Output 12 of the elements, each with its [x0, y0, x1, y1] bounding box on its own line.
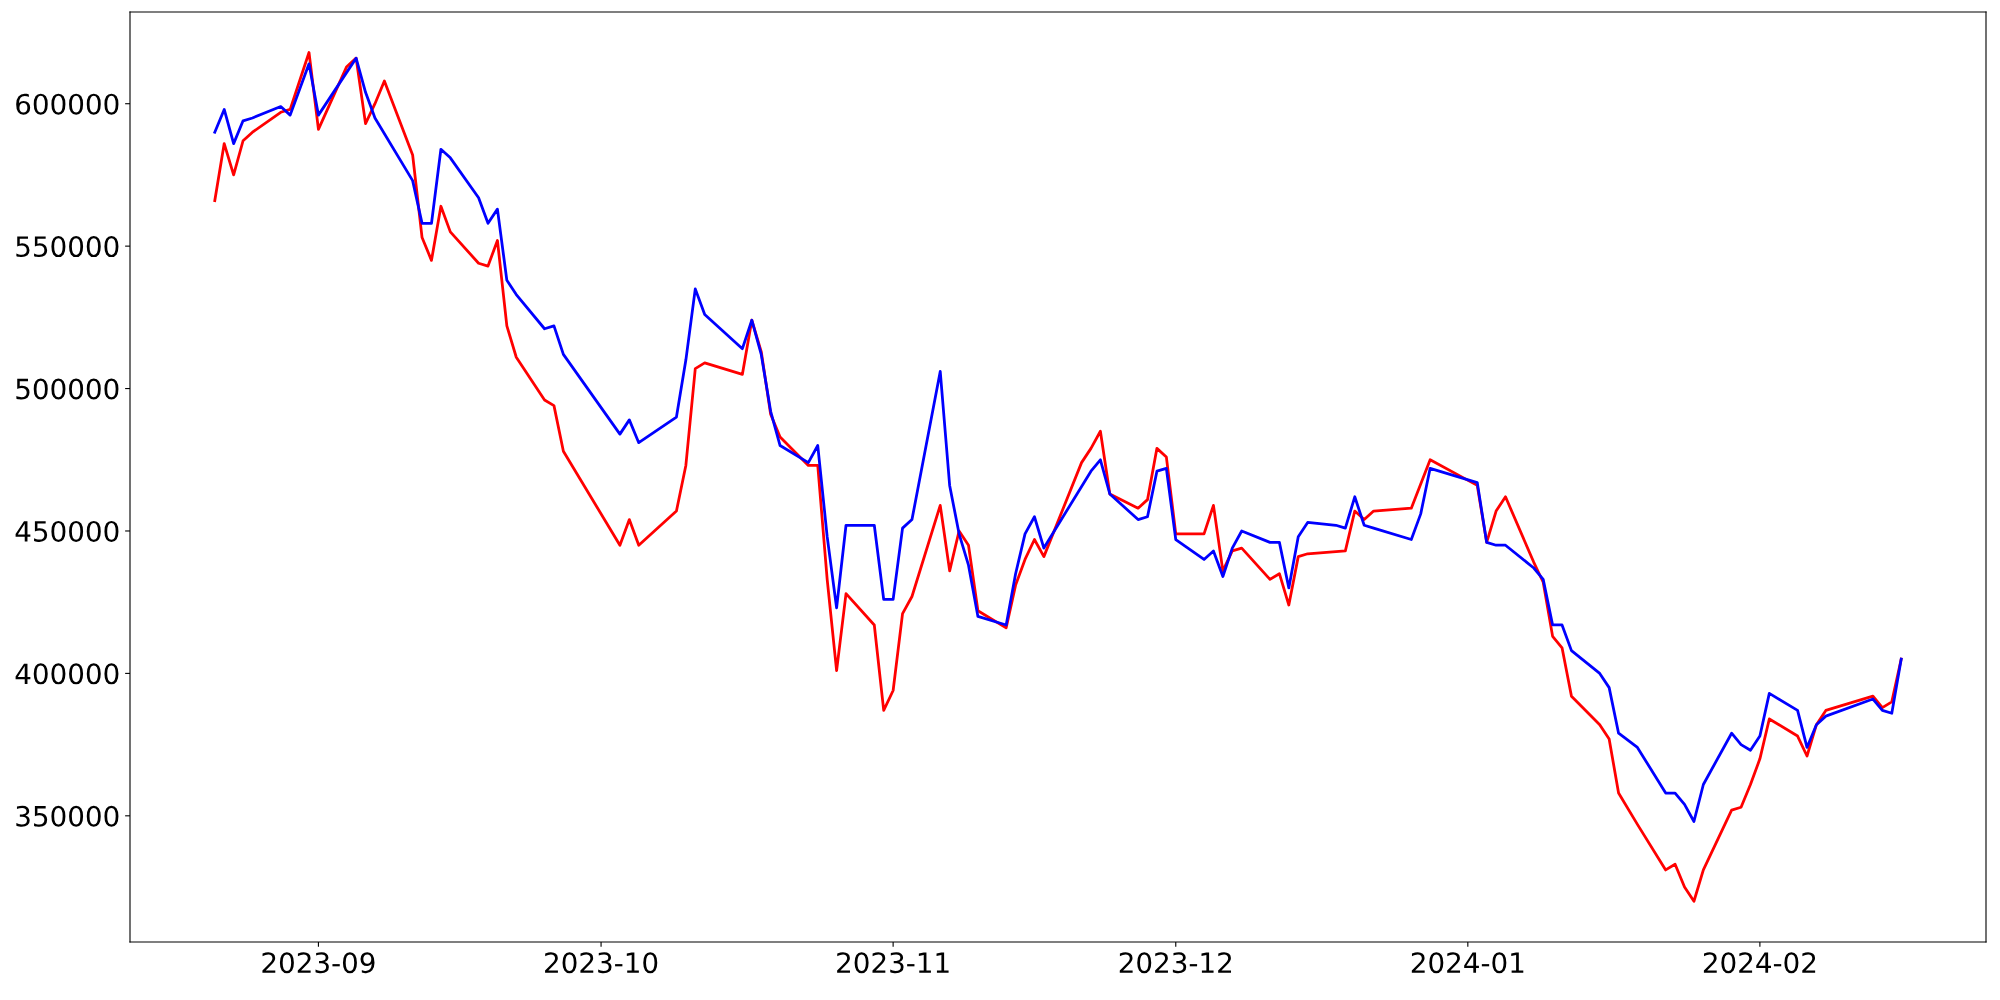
x-tick-label: 2024-02 [1703, 952, 1816, 974]
y-tick-label: 500000 [16, 378, 119, 400]
y-tick-label: 600000 [16, 93, 119, 115]
x-tick-label: 2023-09 [262, 952, 375, 974]
x-tick-label: 2023-10 [545, 952, 658, 974]
x-tick-label: 2024-01 [1411, 952, 1524, 974]
x-tick-label: 2023-11 [837, 952, 949, 974]
x-tick-label: 2023-12 [1119, 952, 1232, 974]
y-tick-label: 400000 [15, 663, 119, 685]
y-tick-label: 450000 [15, 520, 119, 542]
y-tick-label: 350000 [16, 805, 119, 827]
y-tick-label: 550000 [16, 236, 119, 258]
